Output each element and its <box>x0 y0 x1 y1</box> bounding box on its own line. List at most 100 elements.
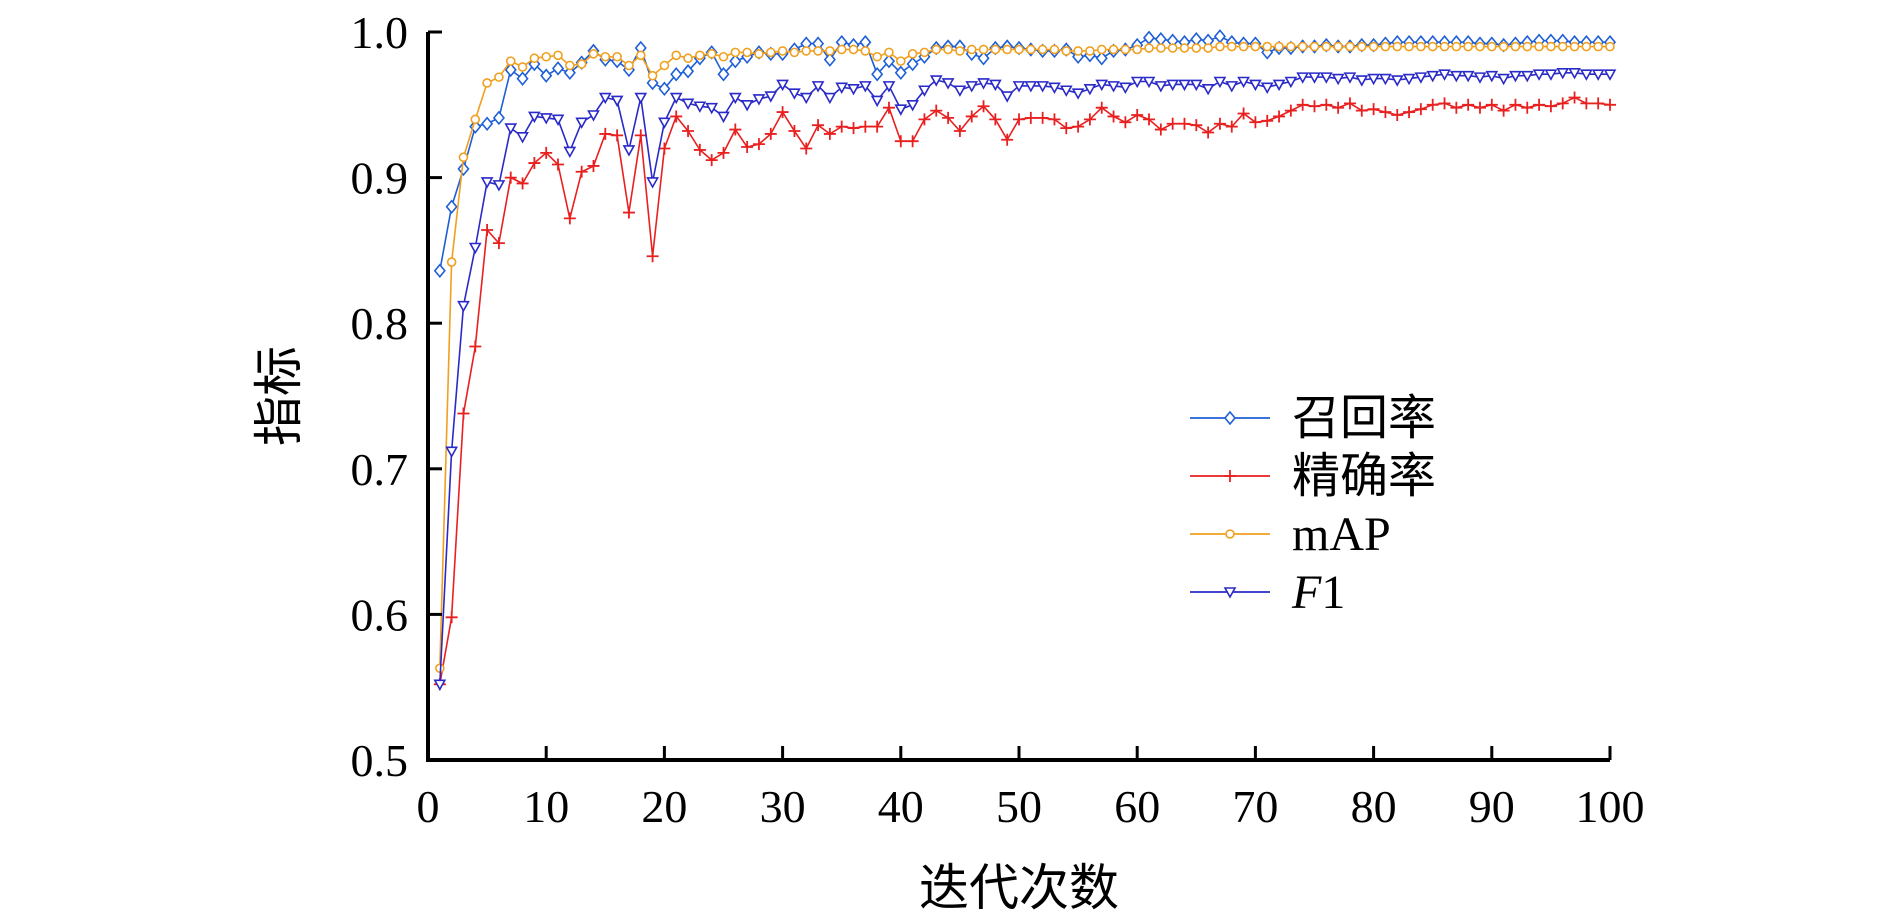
data-point <box>706 49 717 59</box>
data-point <box>1522 41 1533 52</box>
x-tick-label: 90 <box>1469 781 1515 832</box>
data-point <box>1190 119 1203 132</box>
data-point <box>1332 101 1345 114</box>
data-point <box>1402 73 1416 86</box>
data-point <box>1414 103 1427 116</box>
data-point <box>1107 81 1120 93</box>
legend-item: mAP <box>1190 508 1391 561</box>
data-point <box>1083 113 1096 126</box>
data-point <box>1237 76 1250 89</box>
data-point <box>624 60 634 71</box>
plot-area <box>433 29 1617 691</box>
data-point <box>1368 41 1379 52</box>
data-point <box>457 300 470 313</box>
data-point <box>1450 101 1463 114</box>
data-point <box>1238 41 1249 52</box>
data-point <box>953 125 966 138</box>
data-point <box>1296 72 1310 84</box>
data-point <box>1449 70 1463 83</box>
series-0 <box>433 29 1617 279</box>
series-1 <box>433 91 1616 691</box>
data-point <box>469 340 482 353</box>
data-point <box>575 165 588 178</box>
data-point <box>1061 46 1072 56</box>
data-point <box>468 242 482 255</box>
data-point <box>776 106 789 119</box>
data-point <box>1605 41 1615 52</box>
data-point <box>1355 75 1369 87</box>
legend-item: F1 <box>1190 566 1345 619</box>
data-point <box>788 125 801 138</box>
data-point <box>811 81 825 93</box>
data-point <box>799 92 813 105</box>
data-point <box>1581 41 1592 52</box>
x-tick-label: 20 <box>641 781 687 832</box>
data-point <box>1083 83 1097 96</box>
data-point <box>693 143 706 156</box>
data-point <box>600 51 611 62</box>
data-point <box>1509 70 1522 83</box>
data-point <box>1320 98 1333 111</box>
data-point <box>1095 101 1108 114</box>
x-tick-label: 10 <box>523 781 569 832</box>
data-point <box>529 53 540 64</box>
data-point <box>1226 41 1237 52</box>
data-point <box>1498 41 1509 52</box>
data-point <box>1178 79 1191 92</box>
data-point <box>1569 41 1580 52</box>
data-point <box>895 56 906 66</box>
data-point <box>1462 98 1475 111</box>
data-point <box>1591 69 1605 81</box>
data-point <box>1012 81 1026 93</box>
data-point <box>1297 41 1308 52</box>
data-point <box>516 177 529 190</box>
data-point <box>1379 73 1392 86</box>
data-point <box>1013 113 1025 126</box>
data-point <box>646 75 659 91</box>
data-point <box>931 44 942 55</box>
data-point <box>1427 41 1438 52</box>
data-point <box>1556 67 1570 80</box>
data-point <box>1131 108 1144 121</box>
data-point <box>823 52 836 67</box>
data-point <box>894 104 908 116</box>
data-point <box>765 47 776 58</box>
series-2 <box>435 41 1615 674</box>
series-3 <box>433 67 1617 691</box>
data-point <box>1286 41 1296 52</box>
data-point <box>1355 104 1368 117</box>
data-point <box>481 116 494 131</box>
data-point <box>481 224 494 237</box>
data-point <box>659 60 670 71</box>
data-point <box>1156 43 1166 53</box>
data-point <box>941 78 955 90</box>
data-point <box>825 46 835 56</box>
data-point <box>670 66 683 82</box>
data-point <box>1510 41 1521 52</box>
data-point <box>1167 43 1178 53</box>
data-point <box>634 92 648 105</box>
data-point <box>977 100 990 113</box>
data-point <box>1215 41 1225 52</box>
data-point <box>789 47 800 58</box>
x-tick-label: 0 <box>417 781 440 832</box>
data-point <box>1048 82 1061 94</box>
data-point <box>1213 29 1226 44</box>
data-point <box>1284 104 1297 117</box>
data-point <box>906 135 919 148</box>
data-point <box>705 154 718 167</box>
data-point <box>445 199 458 214</box>
data-point <box>1108 44 1119 55</box>
data-point <box>480 177 494 189</box>
data-point <box>622 206 635 219</box>
data-point <box>740 100 754 112</box>
data-point <box>1603 69 1617 81</box>
data-point <box>1284 76 1298 89</box>
data-point <box>742 47 752 58</box>
legend-swatch-marker <box>1223 410 1237 426</box>
data-point <box>1036 81 1049 93</box>
y-tick-label: 0.9 <box>351 153 409 204</box>
y-tick-label: 0.6 <box>351 589 409 640</box>
data-point <box>457 161 470 177</box>
y-tick-label: 0.8 <box>351 298 409 349</box>
